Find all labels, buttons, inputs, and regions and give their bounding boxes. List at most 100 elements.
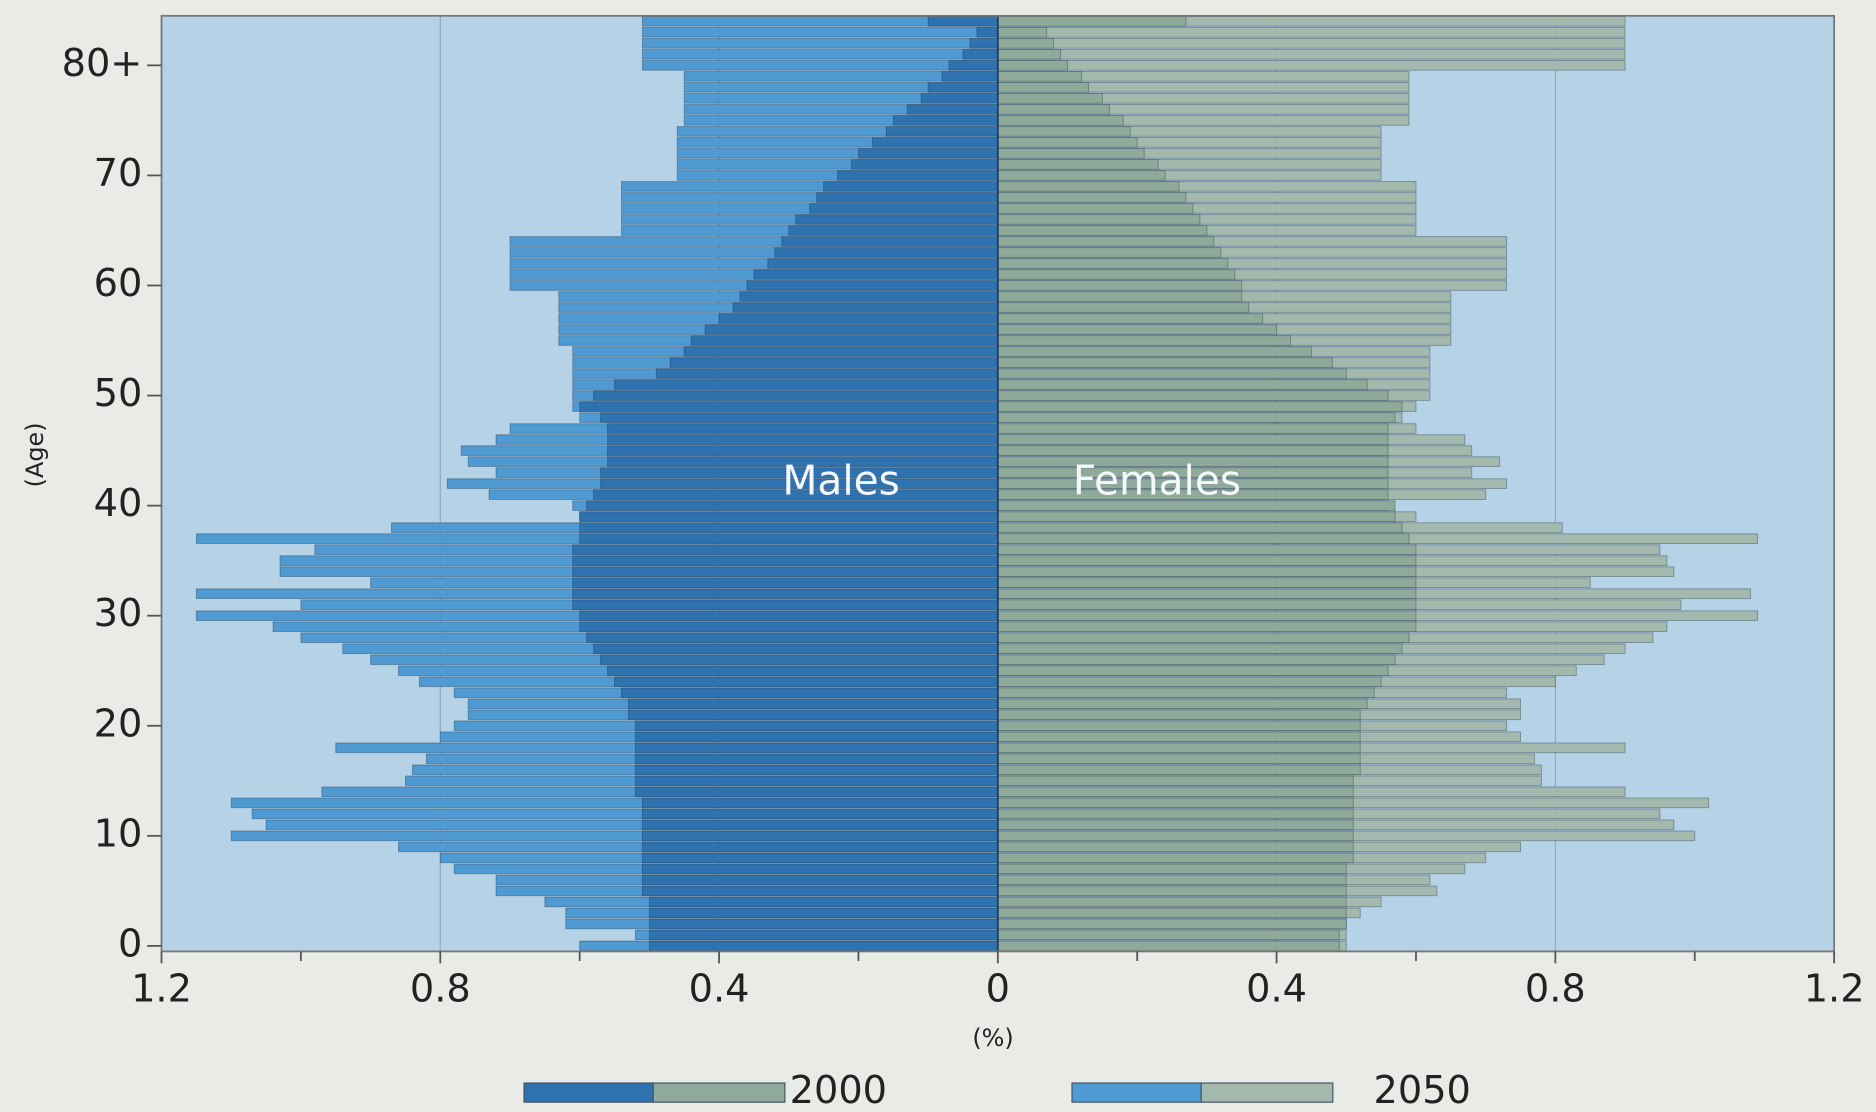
male-bar	[927, 82, 999, 93]
y-tick-label: 30	[94, 591, 143, 636]
male-bar	[627, 709, 999, 721]
female-bar	[997, 764, 1361, 776]
female-bar	[997, 71, 1082, 82]
female-bar	[997, 126, 1131, 137]
male-bar	[816, 192, 999, 203]
male-bar	[634, 753, 999, 765]
female-bar	[997, 445, 1389, 456]
male-bar	[572, 566, 999, 577]
legend-swatch	[1071, 1082, 1202, 1103]
y-axis-label: (Age)	[21, 422, 49, 487]
male-bar	[781, 236, 999, 247]
female-bar	[997, 379, 1368, 390]
male-bar	[586, 632, 999, 644]
male-bar	[641, 27, 999, 38]
annotation: Males	[782, 457, 899, 505]
female-bar	[997, 434, 1389, 445]
x-tick-label: 0.8	[1525, 966, 1586, 1011]
male-bar	[572, 588, 999, 600]
male-bar	[641, 863, 999, 875]
male-bar	[857, 148, 999, 159]
female-bar	[997, 511, 1396, 522]
y-tick-label: 20	[94, 701, 143, 746]
male-bar	[641, 830, 999, 842]
female-bar	[997, 566, 1417, 577]
female-bar	[997, 27, 1626, 38]
male-bar	[579, 610, 999, 622]
female-bar	[997, 368, 1347, 379]
female-bar	[997, 302, 1250, 313]
male-bar	[572, 555, 999, 566]
female-bar	[997, 929, 1340, 941]
female-bar	[997, 577, 1417, 589]
female-bar	[997, 104, 1110, 115]
female-bar	[997, 258, 1229, 269]
male-bar	[634, 775, 999, 787]
male-bar	[892, 115, 999, 126]
male-bar	[732, 302, 999, 313]
male-bar	[579, 511, 999, 522]
female-bar	[997, 15, 1187, 27]
male-bar	[634, 742, 999, 754]
male-bar	[600, 654, 999, 666]
male-bar	[607, 434, 999, 445]
male-bar	[669, 357, 999, 368]
male-bar	[641, 885, 999, 897]
male-bar	[920, 93, 999, 104]
legend-swatch	[1200, 1082, 1334, 1103]
x-axis-label: (%)	[972, 1024, 1013, 1052]
male-bar	[614, 379, 999, 390]
female-bar	[997, 313, 1264, 324]
legend: 2000 2050	[523, 1068, 1471, 1112]
male-bar	[648, 907, 999, 919]
male-bar	[634, 786, 999, 798]
female-bar	[997, 335, 1292, 346]
x-tick-label: 1.2	[1804, 966, 1865, 1011]
male-bar	[607, 423, 999, 434]
female-bar	[997, 38, 1055, 49]
male-bar	[572, 577, 999, 589]
x-tick-label: 0	[986, 966, 1010, 1011]
male-bar	[641, 60, 999, 71]
y-tick-label: 80+	[62, 41, 143, 86]
male-bar	[704, 324, 999, 335]
y-tick-label: 60	[94, 261, 143, 306]
female-bar	[997, 599, 1417, 611]
male-bar	[579, 621, 999, 633]
female-bar	[997, 423, 1389, 434]
female-bar	[997, 643, 1403, 655]
male-bar	[746, 280, 999, 291]
x-tick-label: 0.4	[1246, 966, 1307, 1011]
x-tick-label: 0.8	[410, 966, 471, 1011]
female-bar	[997, 907, 1347, 919]
male-bar	[767, 258, 999, 269]
female-bar	[997, 775, 1354, 787]
male-bar	[607, 665, 999, 677]
female-bar	[997, 610, 1417, 622]
bars	[195, 15, 1758, 952]
female-bar	[997, 82, 1089, 93]
male-bar	[850, 159, 999, 170]
male-bar	[809, 203, 999, 214]
male-bar	[739, 291, 999, 302]
female-bar	[997, 841, 1354, 853]
y-tick-label: 70	[94, 151, 143, 196]
female-bar	[997, 49, 1062, 60]
female-bar	[997, 192, 1187, 203]
x-tick-label: 1.2	[131, 966, 192, 1011]
female-bar	[997, 632, 1410, 644]
legend-label: 2000	[790, 1068, 887, 1112]
male-bar	[634, 764, 999, 776]
female-bar	[997, 665, 1389, 677]
male-bar	[941, 71, 999, 82]
female-bar	[997, 896, 1347, 908]
female-bar	[997, 93, 1103, 104]
female-bar	[997, 918, 1347, 930]
male-bar	[627, 698, 999, 710]
male-bar	[906, 104, 999, 115]
female-bar	[997, 654, 1396, 666]
y-tick-label: 40	[94, 481, 143, 526]
female-bar	[997, 621, 1417, 633]
